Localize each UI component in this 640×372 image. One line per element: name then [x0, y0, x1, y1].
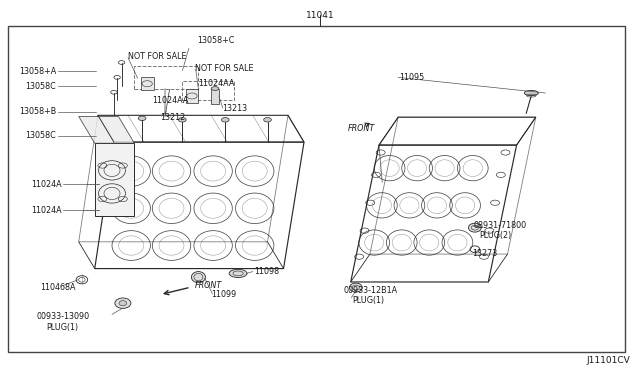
Text: 110468A: 110468A [40, 283, 75, 292]
Text: PLUG(1): PLUG(1) [352, 296, 384, 305]
Text: 13058+C: 13058+C [197, 36, 234, 45]
Text: 13058C: 13058C [26, 82, 56, 91]
Text: 13058+B: 13058+B [19, 107, 56, 116]
Text: 13213: 13213 [222, 105, 247, 113]
Ellipse shape [229, 269, 247, 278]
Text: 13273: 13273 [472, 249, 497, 258]
Text: FRONT: FRONT [195, 281, 223, 290]
Circle shape [179, 118, 186, 122]
Text: 11024A: 11024A [31, 206, 61, 215]
Bar [186, 89, 198, 103]
Text: 11024AA: 11024AA [198, 79, 235, 88]
Bar [8, 26, 625, 352]
Text: FRONT: FRONT [348, 124, 375, 133]
Text: 11024AA: 11024AA [152, 96, 189, 105]
Bar [182, 81, 234, 100]
Text: 11041: 11041 [306, 11, 334, 20]
Ellipse shape [119, 301, 127, 306]
Text: NOT FOR SALE: NOT FOR SALE [128, 52, 186, 61]
Bar [141, 77, 154, 90]
Circle shape [264, 118, 271, 122]
Ellipse shape [211, 87, 219, 90]
Text: PLUG(2): PLUG(2) [479, 231, 511, 240]
Text: 13058C: 13058C [26, 131, 56, 140]
Text: NOT FOR SALE: NOT FOR SALE [195, 64, 253, 73]
Text: PLUG(1): PLUG(1) [47, 323, 79, 332]
Text: 08931-71800: 08931-71800 [474, 221, 527, 230]
Text: 00933-13090: 00933-13090 [36, 312, 90, 321]
Ellipse shape [115, 298, 131, 308]
Circle shape [138, 116, 146, 121]
Text: 11098: 11098 [254, 267, 279, 276]
Polygon shape [79, 116, 134, 143]
Ellipse shape [191, 272, 205, 283]
Ellipse shape [349, 283, 362, 292]
Ellipse shape [524, 90, 538, 96]
Circle shape [221, 118, 229, 122]
Text: J11101CV: J11101CV [587, 356, 630, 365]
Text: 00933-12B1A: 00933-12B1A [344, 286, 398, 295]
Text: 11095: 11095 [399, 73, 424, 82]
Polygon shape [95, 143, 134, 216]
Text: 13058+A: 13058+A [19, 67, 56, 76]
Ellipse shape [468, 223, 481, 232]
Text: 11099: 11099 [211, 291, 236, 299]
Text: 13212: 13212 [160, 113, 185, 122]
Bar [134, 66, 198, 89]
Bar [211, 89, 219, 104]
Text: 11024A: 11024A [31, 180, 61, 189]
